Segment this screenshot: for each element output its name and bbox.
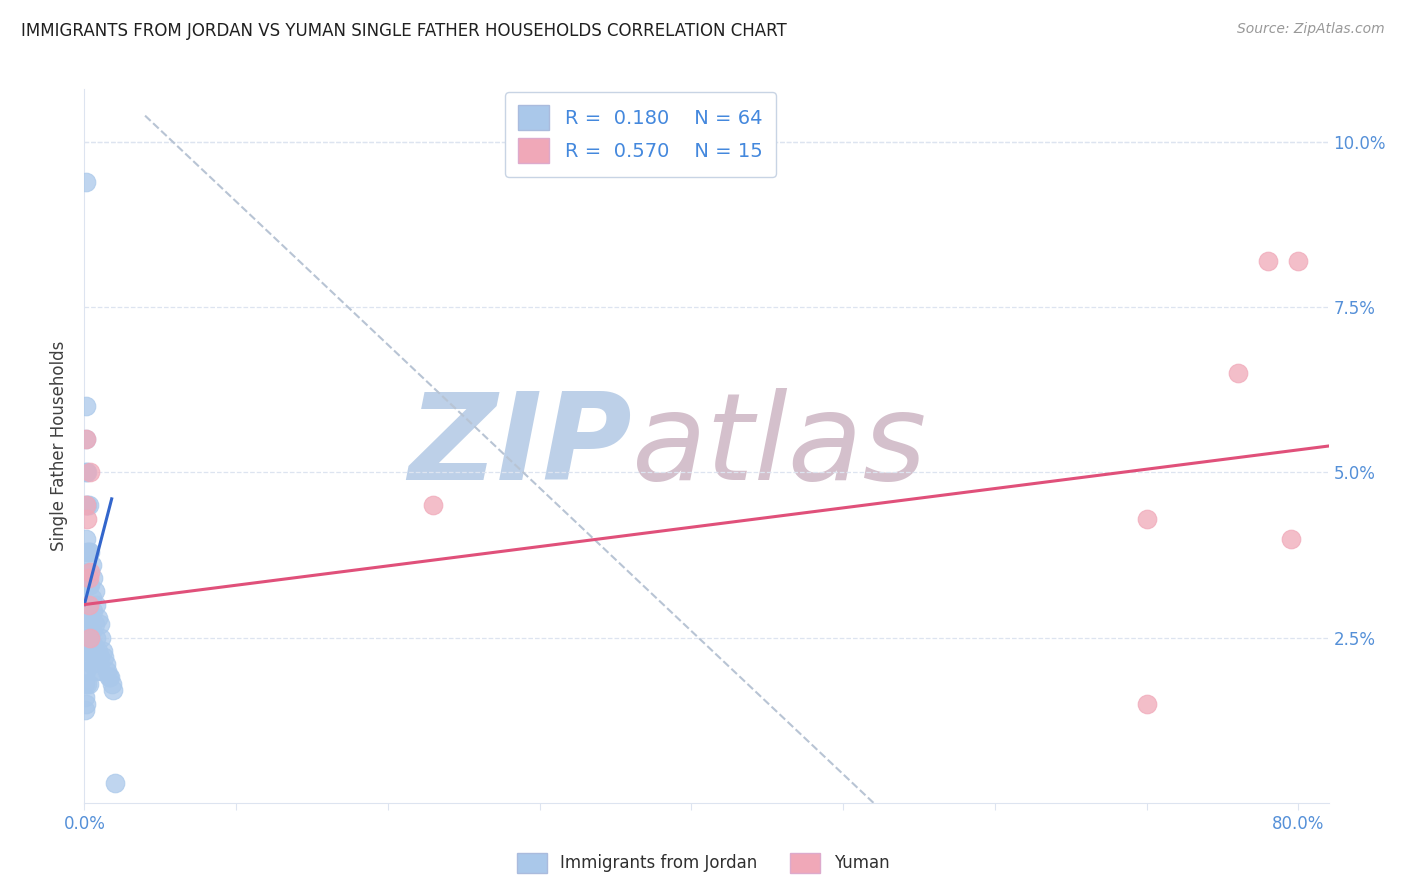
Point [79, 644, 101, 658]
Point [98, 670, 121, 684]
Point [90, 664, 112, 678]
Point [86, 631, 108, 645]
Point [89, 617, 111, 632]
Point [100, 677, 122, 691]
Point [75, 400, 97, 414]
Point [75, 690, 97, 704]
Point [84, 617, 107, 632]
Point [75, 617, 97, 632]
Point [94, 657, 117, 671]
Point [96, 664, 118, 678]
Point [75, 677, 97, 691]
Point [75, 433, 97, 447]
Point [90, 631, 112, 645]
Point [84, 650, 107, 665]
Point [75, 664, 97, 678]
Point [86, 664, 108, 678]
Point [80, 624, 103, 638]
Point [1135, 511, 1157, 525]
Point [79, 565, 101, 579]
Point [76, 545, 98, 559]
Point [76, 511, 98, 525]
Point [75, 532, 97, 546]
Legend: Immigrants from Jordan, Yuman: Immigrants from Jordan, Yuman [510, 847, 896, 880]
Point [93, 650, 115, 665]
Point [77, 644, 100, 658]
Point [76, 466, 98, 480]
Text: atlas: atlas [631, 387, 927, 505]
Point [75, 598, 97, 612]
Point [75, 598, 97, 612]
Point [75, 433, 97, 447]
Point [80, 558, 103, 572]
Point [1286, 254, 1309, 268]
Point [76, 677, 98, 691]
Point [79, 611, 101, 625]
Point [77, 677, 100, 691]
Point [84, 584, 107, 599]
Point [91, 644, 114, 658]
Point [77, 611, 100, 625]
Point [79, 466, 101, 480]
Text: ZIP: ZIP [408, 387, 631, 505]
Point [76, 611, 98, 625]
Point [75, 703, 97, 717]
Point [77, 499, 100, 513]
Point [75, 650, 97, 665]
Point [1135, 697, 1157, 711]
Text: IMMIGRANTS FROM JORDAN VS YUMAN SINGLE FATHER HOUSEHOLDS CORRELATION CHART: IMMIGRANTS FROM JORDAN VS YUMAN SINGLE F… [21, 22, 787, 40]
Point [79, 631, 101, 645]
Point [82, 604, 104, 618]
Point [1279, 532, 1302, 546]
Point [97, 670, 120, 684]
Point [1257, 254, 1279, 268]
Point [1226, 367, 1249, 381]
Point [75, 697, 97, 711]
Point [77, 578, 100, 592]
Point [75, 499, 97, 513]
Point [86, 598, 108, 612]
Point [75, 631, 97, 645]
Point [77, 571, 100, 585]
Point [77, 598, 100, 612]
Point [75, 466, 97, 480]
Point [75, 175, 97, 189]
Legend: R =  0.180    N = 64, R =  0.570    N = 15: R = 0.180 N = 64, R = 0.570 N = 15 [505, 92, 776, 177]
Text: Source: ZipAtlas.com: Source: ZipAtlas.com [1237, 22, 1385, 37]
Point [82, 571, 104, 585]
Point [87, 611, 110, 625]
Point [87, 644, 110, 658]
Point [103, 683, 125, 698]
Point [76, 644, 98, 658]
Point [80, 591, 103, 605]
Point [89, 650, 111, 665]
Point [76, 578, 98, 592]
Point [82, 637, 104, 651]
Point [75, 637, 97, 651]
Point [79, 578, 101, 592]
Point [77, 545, 100, 559]
Point [422, 499, 444, 513]
Point [75, 565, 97, 579]
Point [75, 664, 97, 678]
Point [75, 499, 97, 513]
Point [76, 499, 98, 513]
Point [80, 657, 103, 671]
Point [104, 776, 127, 790]
Y-axis label: Single Father Households: Single Father Households [51, 341, 69, 551]
Point [79, 545, 101, 559]
